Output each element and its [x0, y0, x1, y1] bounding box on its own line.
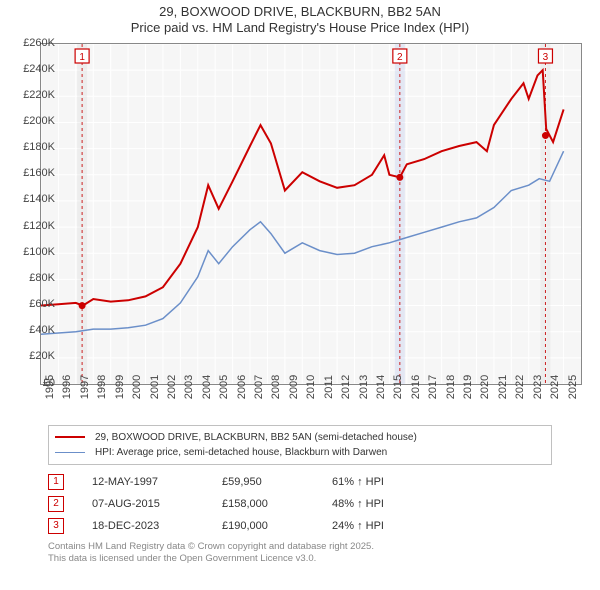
sale-hpi: 61% ↑ HPI [332, 476, 442, 488]
x-tick-label: 2015 [392, 374, 404, 398]
y-tick-label: £40K [29, 324, 55, 336]
svg-text:3: 3 [543, 52, 549, 63]
sale-date: 12-MAY-1997 [92, 476, 222, 488]
plot-area: 1 2 3 [40, 43, 582, 385]
legend-box: 29, BOXWOOD DRIVE, BLACKBURN, BB2 5AN (s… [48, 425, 552, 465]
sale-marker-2: 2 [48, 496, 64, 512]
chart-container: 123 £0£20K£40K£60K£80K£100K£120K£140K£16… [40, 43, 600, 385]
sale-hpi: 24% ↑ HPI [332, 520, 442, 532]
x-tick-label: 2020 [479, 374, 491, 398]
legend-label: HPI: Average price, semi-detached house,… [95, 445, 387, 460]
footer-line-1: Contains HM Land Registry data © Crown c… [48, 541, 590, 553]
x-tick-label: 2009 [288, 374, 300, 398]
x-tick-label: 2004 [201, 374, 213, 398]
legend-swatch-blue [55, 452, 85, 453]
sale-price: £158,000 [222, 498, 332, 510]
title-line-1: 29, BOXWOOD DRIVE, BLACKBURN, BB2 5AN [0, 4, 600, 20]
legend-label: 29, BOXWOOD DRIVE, BLACKBURN, BB2 5AN (s… [95, 430, 417, 445]
x-tick-label: 1998 [96, 374, 108, 398]
x-tick-label: 2019 [462, 374, 474, 398]
x-tick-label: 2023 [532, 374, 544, 398]
y-tick-label: £80K [29, 272, 55, 284]
x-tick-label: 2018 [445, 374, 457, 398]
sale-marker-3: 3 [48, 518, 64, 534]
x-tick-label: 2024 [549, 374, 561, 398]
sale-hpi: 48% ↑ HPI [332, 498, 442, 510]
x-tick-label: 2007 [253, 374, 265, 398]
y-tick-label: £60K [29, 298, 55, 310]
x-tick-label: 2014 [375, 374, 387, 398]
sale-price: £190,000 [222, 520, 332, 532]
sales-list: 1 12-MAY-1997 £59,950 61% ↑ HPI 2 07-AUG… [48, 471, 538, 537]
legend-item-price-paid: 29, BOXWOOD DRIVE, BLACKBURN, BB2 5AN (s… [55, 430, 545, 445]
svg-text:1: 1 [79, 52, 85, 63]
x-tick-label: 2012 [340, 374, 352, 398]
svg-text:2: 2 [397, 52, 403, 63]
x-tick-label: 2013 [358, 374, 370, 398]
y-tick-label: £120K [23, 220, 55, 232]
x-tick-label: 2021 [497, 374, 509, 398]
legend-swatch-red [55, 436, 85, 438]
x-tick-label: 2011 [323, 375, 335, 399]
x-tick-label: 2025 [567, 374, 579, 398]
license-footer: Contains HM Land Registry data © Crown c… [48, 541, 590, 566]
sales-row: 3 18-DEC-2023 £190,000 24% ↑ HPI [48, 515, 538, 537]
x-tick-label: 1999 [114, 374, 126, 398]
y-tick-label: £100K [23, 246, 55, 258]
x-tick-label: 1997 [79, 374, 91, 398]
y-tick-label: £140K [23, 193, 55, 205]
y-tick-label: £260K [23, 37, 55, 49]
sale-marker-1: 1 [48, 474, 64, 490]
sales-row: 1 12-MAY-1997 £59,950 61% ↑ HPI [48, 471, 538, 493]
x-tick-label: 2005 [218, 374, 230, 398]
chart-svg: 1 2 3 [41, 44, 581, 384]
x-tick-label: 2000 [131, 374, 143, 398]
x-tick-label: 2003 [183, 374, 195, 398]
footer-line-2: This data is licensed under the Open Gov… [48, 553, 590, 565]
sale-date: 07-AUG-2015 [92, 498, 222, 510]
x-tick-label: 2002 [166, 374, 178, 398]
y-tick-label: £20K [29, 350, 55, 362]
y-tick-label: £220K [23, 89, 55, 101]
x-tick-label: 1995 [44, 374, 56, 398]
x-tick-label: 2010 [305, 374, 317, 398]
x-tick-label: 2017 [427, 374, 439, 398]
x-tick-label: 2016 [410, 374, 422, 398]
title-line-2: Price paid vs. HM Land Registry's House … [0, 20, 600, 36]
sale-date: 18-DEC-2023 [92, 520, 222, 532]
x-tick-label: 2006 [236, 374, 248, 398]
chart-title: 29, BOXWOOD DRIVE, BLACKBURN, BB2 5AN Pr… [0, 0, 600, 37]
x-tick-label: 2022 [514, 374, 526, 398]
y-tick-label: £240K [23, 63, 55, 75]
y-tick-label: £180K [23, 141, 55, 153]
sale-price: £59,950 [222, 476, 332, 488]
x-tick-label: 2008 [270, 374, 282, 398]
x-tick-label: 1996 [61, 374, 73, 398]
sales-row: 2 07-AUG-2015 £158,000 48% ↑ HPI [48, 493, 538, 515]
legend-item-hpi: HPI: Average price, semi-detached house,… [55, 445, 545, 460]
y-tick-label: £160K [23, 167, 55, 179]
x-tick-label: 2001 [149, 374, 161, 398]
y-tick-label: £200K [23, 115, 55, 127]
